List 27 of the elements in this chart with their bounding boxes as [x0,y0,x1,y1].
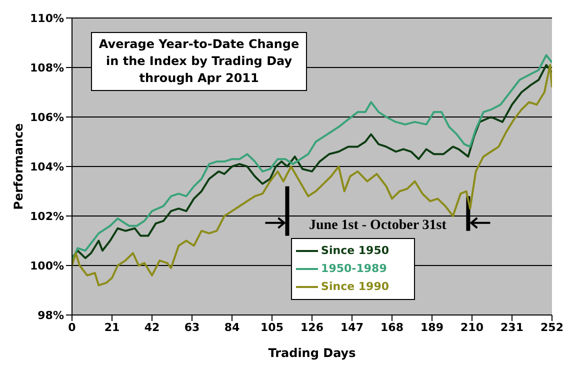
x-tick-label: 147 [340,320,364,334]
y-tick-label: 100% [30,259,64,272]
y-tick-label: 98% [38,308,64,322]
x-tick-label: 189 [420,320,444,334]
x-tick-label: 63 [184,320,200,334]
y-axis-title: Performance [11,123,26,210]
y-tick-label: 110% [30,12,64,25]
x-tick-label: 168 [380,320,404,334]
x-tick-label: 0 [68,320,76,334]
y-tick-label: 104% [30,160,64,174]
legend-label: 1950-1989 [321,262,387,276]
x-tick-label: 84 [224,320,240,334]
y-tick-label: 102% [30,210,64,223]
x-tick-label: 21 [104,320,120,334]
title-box: Average Year-to-Date Change in the Index by Trading Day through Apr 2011 [91,32,308,91]
annotation: June 1st - October 31st [309,218,447,233]
x-tick-label: 126 [300,320,324,334]
x-tick-label: 252 [540,320,564,334]
y-tick-label: 108% [30,61,64,74]
legend-label: Since 1950 [321,244,389,258]
x-tick-label: 105 [260,320,284,334]
x-tick-label: 231 [500,320,524,334]
y-tick-label: 106% [30,110,64,124]
x-tick-label: 210 [460,320,484,334]
x-axis-title: Trading Days [268,346,356,360]
x-tick-label: 42 [144,320,160,334]
legend-label: Since 1990 [321,280,389,294]
